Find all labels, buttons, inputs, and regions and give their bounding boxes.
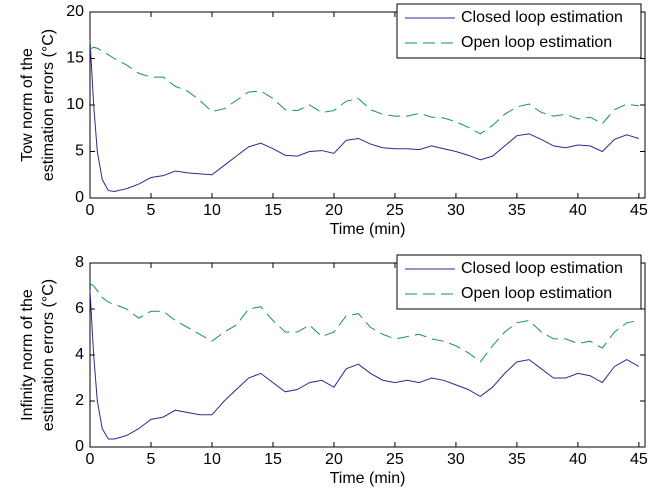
- x-tick-label: 45: [630, 451, 648, 468]
- x-tick-label: 45: [630, 202, 648, 219]
- x-tick-label: 35: [508, 451, 526, 468]
- y-tick-label: 2: [75, 392, 84, 409]
- legend-label: Closed loop estimation: [461, 260, 623, 277]
- y-axis-label: estimation errors (°C): [40, 29, 57, 181]
- x-tick-label: 35: [508, 202, 526, 219]
- y-tick-label: 10: [66, 96, 84, 113]
- x-tick-label: 5: [147, 451, 156, 468]
- x-tick-label: 5: [147, 202, 156, 219]
- legend-label: Open loop estimation: [461, 285, 612, 302]
- legend-label: Closed loop estimation: [461, 9, 623, 26]
- y-tick-label: 15: [66, 50, 84, 67]
- y-tick-label: 8: [75, 254, 84, 271]
- x-tick-label: 40: [569, 451, 587, 468]
- x-tick-label: 40: [569, 202, 587, 219]
- legend-box: [396, 254, 642, 310]
- data-line: [89, 46, 639, 135]
- x-tick-label: 25: [386, 451, 404, 468]
- x-tick-label: 25: [386, 202, 404, 219]
- y-axis-label: Infinity norm of the: [19, 289, 36, 421]
- x-tick-label: 0: [86, 202, 95, 219]
- legend-label: Open loop estimation: [461, 34, 612, 51]
- y-axis-label: estimation errors (°C): [40, 279, 57, 431]
- y-tick-label: 5: [75, 143, 84, 160]
- x-axis-label: Time (min): [330, 470, 406, 487]
- x-tick-label: 30: [447, 202, 465, 219]
- x-tick-label: 30: [447, 451, 465, 468]
- x-tick-label: 15: [264, 451, 282, 468]
- legend-box: [396, 3, 642, 59]
- x-tick-label: 10: [203, 202, 221, 219]
- x-tick-label: 15: [264, 202, 282, 219]
- x-axis-label: Time (min): [330, 221, 406, 238]
- y-tick-label: 6: [75, 300, 84, 317]
- y-tick-label: 4: [75, 346, 84, 363]
- y-tick-label: 0: [75, 438, 84, 455]
- y-tick-label: 20: [66, 3, 84, 20]
- y-tick-label: 0: [75, 189, 84, 206]
- x-tick-label: 10: [203, 451, 221, 468]
- x-tick-label: 20: [325, 202, 343, 219]
- data-line: [89, 290, 640, 440]
- y-axis-label: Tow norm of the: [19, 48, 36, 162]
- data-line: [89, 283, 639, 363]
- data-line: [89, 39, 640, 192]
- x-tick-label: 20: [325, 451, 343, 468]
- x-tick-label: 0: [86, 451, 95, 468]
